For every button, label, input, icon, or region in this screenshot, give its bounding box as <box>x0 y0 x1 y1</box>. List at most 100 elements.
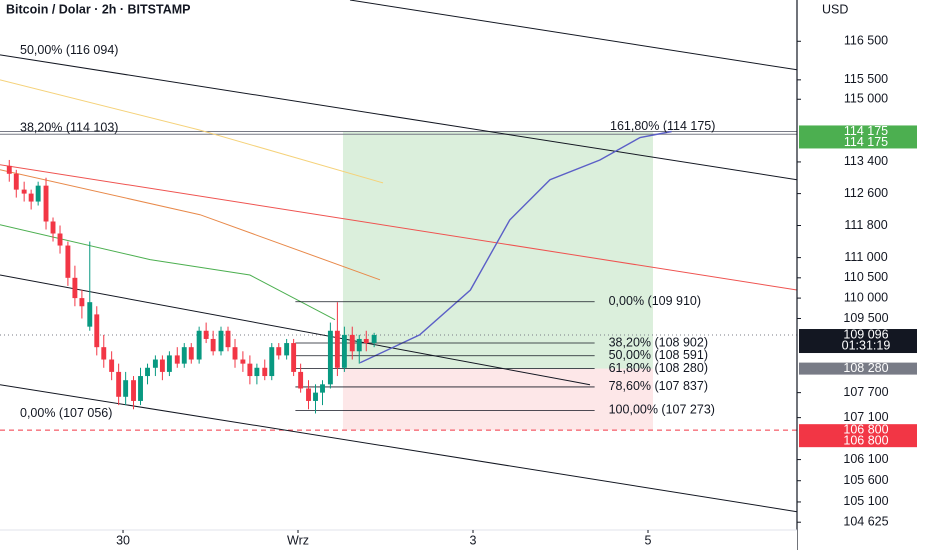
chart-title: Bitcoin / Dolar · 2h · BITSTAMP <box>6 2 191 16</box>
candle-body <box>50 221 56 234</box>
candle-body <box>327 330 333 385</box>
candle-body <box>152 359 158 368</box>
candle-body <box>166 355 172 372</box>
candle-body <box>306 388 311 401</box>
y-tick-label: 113 400 <box>844 154 888 168</box>
time-axis-background <box>0 530 797 550</box>
candle-body <box>116 371 122 397</box>
candle-body <box>159 359 165 372</box>
currency-label: USD <box>822 2 848 16</box>
fib-label: 50,00% (108 591) <box>609 348 708 362</box>
candle-body <box>6 165 12 174</box>
candle-body <box>57 233 63 246</box>
plot-area: 0,00% (109 910)38,20% (108 902)50,00% (1… <box>0 0 797 513</box>
trend-line <box>0 164 797 291</box>
y-tick-label: 116 500 <box>844 34 888 48</box>
candle-body <box>123 380 129 397</box>
fib-label: 38,20% (108 902) <box>609 335 708 349</box>
y-tick-label: 107 700 <box>843 385 888 399</box>
price-tag-label: 108 280 <box>843 361 888 375</box>
candle-body <box>291 343 297 372</box>
x-tick-label: Wrz <box>287 533 309 547</box>
trend-line <box>0 384 797 513</box>
candle-body <box>196 330 202 360</box>
y-tick-label: 111 800 <box>844 218 887 232</box>
price-tag-label: 109 096 <box>843 327 888 341</box>
fib-label: 100,00% (107 273) <box>609 403 715 417</box>
y-tick-label: 112 600 <box>844 186 888 200</box>
trend-line <box>0 274 591 386</box>
candle-body <box>203 330 209 339</box>
price-tag-label: 106 800 <box>843 433 888 447</box>
fib-side-label: 0,00% (107 056) <box>20 406 112 420</box>
candle-body <box>218 330 224 352</box>
candle-body <box>363 338 369 344</box>
candle-body <box>262 367 268 377</box>
candle-body <box>79 298 85 307</box>
y-tick-label: 109 500 <box>843 311 888 325</box>
candle-body <box>298 371 304 389</box>
candle-body <box>174 355 180 364</box>
price-tag <box>799 362 917 375</box>
price-tag <box>799 136 917 149</box>
candle-body <box>35 185 41 202</box>
y-tick-label: 115 000 <box>844 92 888 106</box>
candle-body <box>269 347 275 377</box>
y-tick-label: 111 000 <box>844 250 887 264</box>
price-tag <box>799 125 917 138</box>
price-tag <box>799 329 917 354</box>
fib-side-label: 38,20% (114 103) <box>20 121 118 135</box>
candle-body <box>72 277 78 299</box>
price-tag-label: 106 800 <box>843 422 888 436</box>
candle-body <box>94 314 100 348</box>
fib-extension-label: 161,80% (114 175) <box>610 119 715 133</box>
candle-body <box>65 245 71 278</box>
trend-line <box>0 54 797 181</box>
candle-body <box>13 173 19 190</box>
countdown-label: 01:31:19 <box>842 338 891 352</box>
candle-body <box>109 359 115 372</box>
trend-line <box>0 79 384 184</box>
price-tag-label: 114 175 <box>844 135 888 149</box>
candle-body <box>349 334 355 352</box>
x-tick-label: 30 <box>116 533 130 547</box>
trend-line <box>0 224 336 321</box>
candle-body <box>371 335 377 344</box>
candle-body <box>131 380 136 401</box>
fib-side-label: 50,00% (116 094) <box>20 43 118 57</box>
profit-zone <box>342 131 653 369</box>
candle-body <box>145 367 150 377</box>
candle-body <box>334 330 340 368</box>
y-tick-label: 104 625 <box>843 515 888 529</box>
y-tick-label: 107 100 <box>843 410 888 424</box>
x-tick-label: 5 <box>645 533 652 547</box>
candle-body <box>247 363 253 377</box>
candle-body <box>43 185 49 222</box>
candle-body <box>240 359 246 364</box>
candle-body <box>232 347 238 360</box>
y-tick-label: 105 100 <box>843 494 888 508</box>
candle-body <box>21 189 27 194</box>
candle-body <box>210 338 216 352</box>
y-tick-label: 110 000 <box>844 290 888 304</box>
trend-line <box>0 169 381 281</box>
y-tick-label: 106 100 <box>843 452 888 466</box>
y-tick-label: 115 500 <box>844 72 888 86</box>
trend-line <box>359 130 672 364</box>
price-tag <box>799 435 917 448</box>
overlay: Bitcoin / Dolar · 2h · BITSTAMP 30 Wrz 3 5 <box>0 2 797 550</box>
x-tick-label: 3 <box>470 533 477 547</box>
candle-body <box>225 330 231 348</box>
candle-body <box>313 392 318 401</box>
price-tag <box>799 424 917 437</box>
axis-background <box>797 0 932 550</box>
price-axis: USD 116 500 115 500 115 000 113 400 112 600 1… <box>796 0 932 550</box>
fib-label: 61,80% (108 280) <box>609 361 708 375</box>
candle-body <box>28 193 34 202</box>
fib-label: 0,00% (109 910) <box>609 294 701 308</box>
trend-line <box>349 0 797 71</box>
candle-body <box>356 338 362 352</box>
